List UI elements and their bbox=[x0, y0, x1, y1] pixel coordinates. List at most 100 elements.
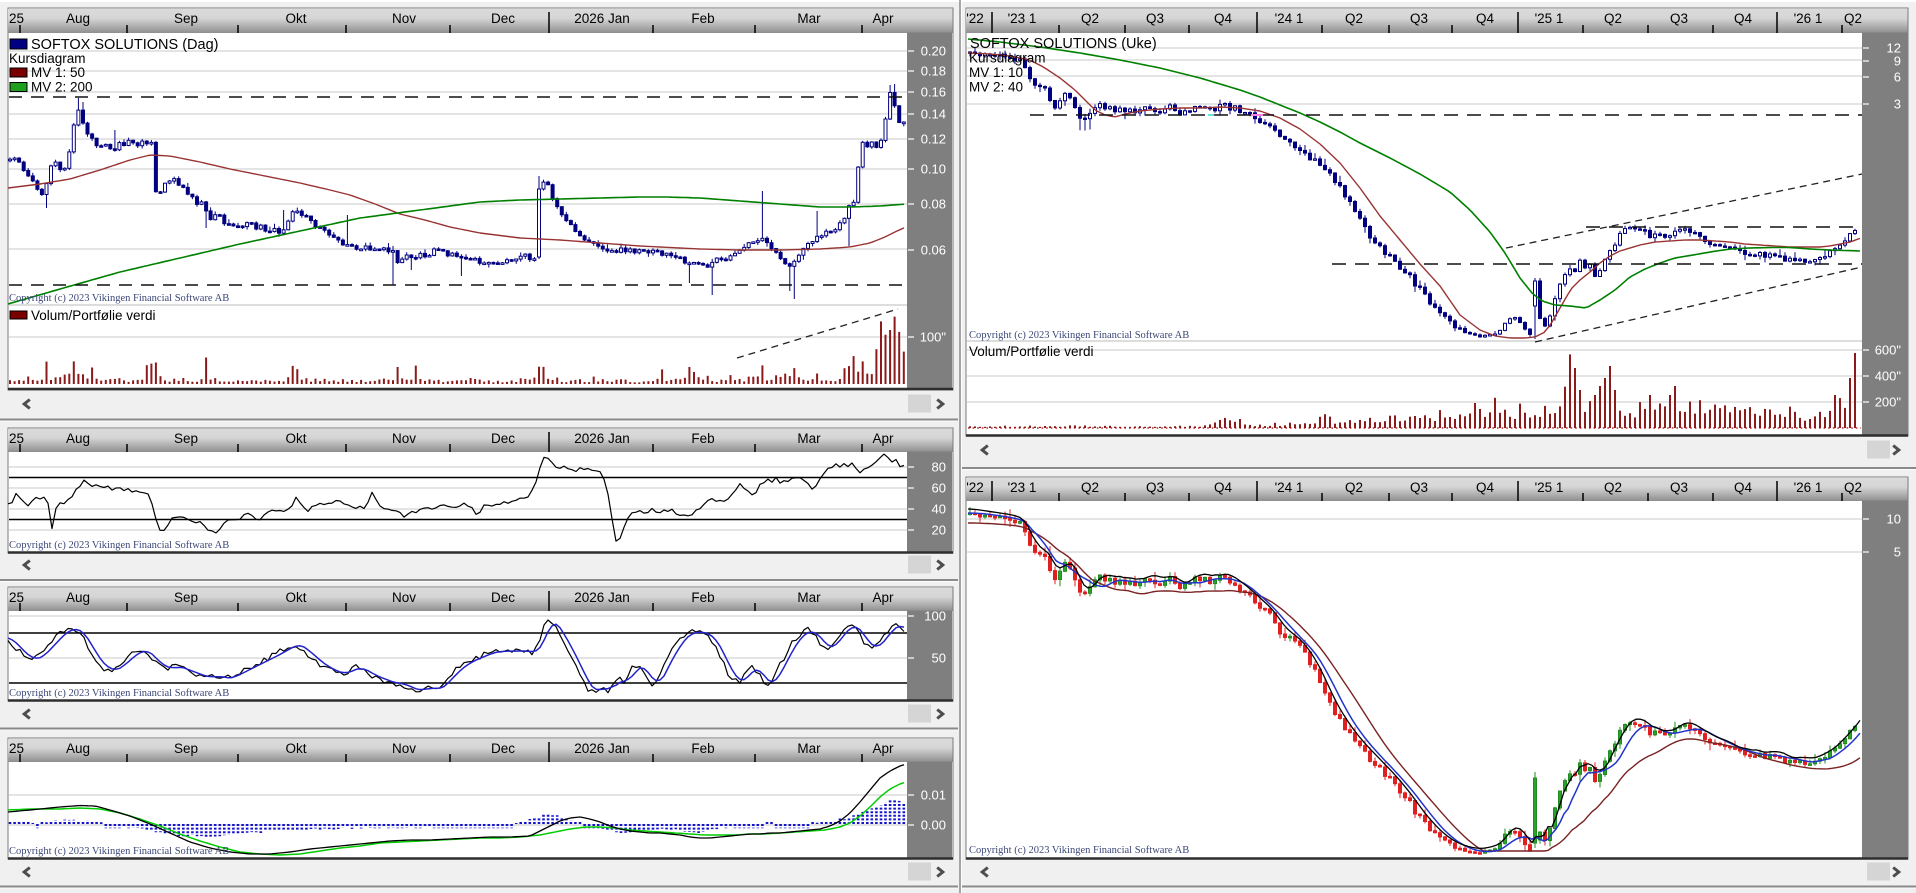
svg-text:'25 1: '25 1 bbox=[1535, 11, 1564, 26]
svg-text:2026 Jan: 2026 Jan bbox=[574, 431, 630, 446]
svg-text:Aug: Aug bbox=[66, 741, 90, 756]
svg-text:0.01: 0.01 bbox=[921, 788, 946, 803]
svg-text:0.10: 0.10 bbox=[921, 162, 946, 177]
svg-text:0.18: 0.18 bbox=[921, 64, 946, 79]
svg-text:Q4: Q4 bbox=[1734, 480, 1753, 495]
svg-text:Mar: Mar bbox=[797, 741, 821, 756]
svg-text:Apr: Apr bbox=[872, 431, 894, 446]
svg-text:0.16: 0.16 bbox=[921, 85, 946, 100]
svg-text:9: 9 bbox=[1894, 54, 1901, 69]
svg-text:25: 25 bbox=[9, 431, 24, 446]
svg-text:SOFTOX SOLUTIONS (Uke): SOFTOX SOLUTIONS (Uke) bbox=[970, 36, 1157, 52]
svg-text:Mar: Mar bbox=[797, 431, 821, 446]
svg-text:SOFTOX SOLUTIONS (Dag): SOFTOX SOLUTIONS (Dag) bbox=[31, 37, 218, 53]
svg-text:50: 50 bbox=[932, 651, 946, 666]
svg-text:Feb: Feb bbox=[691, 11, 714, 26]
svg-text:60: 60 bbox=[932, 481, 946, 496]
svg-text:MV 2: 200: MV 2: 200 bbox=[31, 80, 93, 95]
svg-text:Dec: Dec bbox=[491, 741, 515, 756]
svg-text:100: 100 bbox=[924, 609, 946, 624]
svg-text:Okt: Okt bbox=[285, 590, 306, 605]
svg-text:'23 1: '23 1 bbox=[1008, 11, 1037, 26]
svg-text:Kursdiagram: Kursdiagram bbox=[9, 51, 86, 66]
svg-text:MV 1: 50: MV 1: 50 bbox=[31, 65, 85, 80]
svg-text:'23 1: '23 1 bbox=[1008, 480, 1037, 495]
svg-text:'26 1: '26 1 bbox=[1794, 480, 1823, 495]
svg-text:Mar: Mar bbox=[797, 590, 821, 605]
svg-text:0.08: 0.08 bbox=[921, 197, 946, 212]
svg-text:100": 100" bbox=[920, 330, 947, 345]
svg-text:Aug: Aug bbox=[66, 431, 90, 446]
svg-text:MV 1: 10: MV 1: 10 bbox=[969, 65, 1023, 80]
svg-text:Nov: Nov bbox=[392, 590, 416, 605]
svg-text:Dec: Dec bbox=[491, 11, 515, 26]
svg-text:Q2: Q2 bbox=[1345, 480, 1363, 495]
svg-text:2026 Jan: 2026 Jan bbox=[574, 590, 630, 605]
svg-text:200": 200" bbox=[1875, 395, 1902, 410]
svg-text:Q2: Q2 bbox=[1345, 11, 1363, 26]
svg-text:Q3: Q3 bbox=[1410, 480, 1428, 495]
svg-text:Feb: Feb bbox=[691, 741, 714, 756]
svg-text:Apr: Apr bbox=[872, 590, 894, 605]
svg-text:0.06: 0.06 bbox=[921, 243, 946, 258]
svg-text:'26 1: '26 1 bbox=[1794, 11, 1823, 26]
svg-text:Aug: Aug bbox=[66, 590, 90, 605]
svg-text:Copyright (c) 2023 Vikingen Fi: Copyright (c) 2023 Vikingen Financial So… bbox=[9, 540, 229, 551]
svg-text:Apr: Apr bbox=[872, 741, 894, 756]
svg-text:Nov: Nov bbox=[392, 741, 416, 756]
svg-text:80: 80 bbox=[932, 460, 946, 475]
svg-text:'22: '22 bbox=[966, 480, 984, 495]
svg-text:Q3: Q3 bbox=[1670, 480, 1688, 495]
svg-text:Nov: Nov bbox=[392, 431, 416, 446]
svg-text:Mar: Mar bbox=[797, 11, 821, 26]
svg-text:Feb: Feb bbox=[691, 431, 714, 446]
svg-text:Sep: Sep bbox=[174, 431, 198, 446]
svg-text:Okt: Okt bbox=[285, 741, 306, 756]
svg-text:400": 400" bbox=[1875, 369, 1902, 384]
svg-text:Okt: Okt bbox=[285, 11, 306, 26]
svg-text:40: 40 bbox=[932, 502, 946, 517]
svg-text:Sep: Sep bbox=[174, 741, 198, 756]
svg-text:Copyright (c) 2023 Vikingen Fi: Copyright (c) 2023 Vikingen Financial So… bbox=[9, 688, 229, 699]
svg-text:Q4: Q4 bbox=[1214, 480, 1233, 495]
svg-text:Okt: Okt bbox=[285, 431, 306, 446]
svg-text:Copyright (c) 2023 Vikingen Fi: Copyright (c) 2023 Vikingen Financial So… bbox=[969, 845, 1189, 856]
svg-text:Q4: Q4 bbox=[1734, 11, 1753, 26]
svg-text:'24 1: '24 1 bbox=[1275, 480, 1304, 495]
svg-text:Q3: Q3 bbox=[1410, 11, 1428, 26]
svg-text:25: 25 bbox=[9, 590, 24, 605]
svg-text:Dec: Dec bbox=[491, 590, 515, 605]
svg-text:Q2: Q2 bbox=[1604, 11, 1622, 26]
svg-text:Q2: Q2 bbox=[1844, 11, 1862, 26]
svg-text:25: 25 bbox=[9, 11, 24, 26]
svg-text:20: 20 bbox=[932, 523, 946, 538]
svg-text:Kursdiagram: Kursdiagram bbox=[969, 51, 1046, 66]
svg-text:Copyright (c) 2023 Vikingen Fi: Copyright (c) 2023 Vikingen Financial So… bbox=[969, 330, 1189, 341]
svg-text:'22: '22 bbox=[966, 11, 984, 26]
svg-text:Aug: Aug bbox=[66, 11, 90, 26]
svg-text:25: 25 bbox=[9, 741, 24, 756]
svg-text:Apr: Apr bbox=[872, 11, 894, 26]
svg-text:0.00: 0.00 bbox=[921, 818, 946, 833]
svg-text:Q3: Q3 bbox=[1670, 11, 1688, 26]
svg-text:Q4: Q4 bbox=[1214, 11, 1233, 26]
svg-text:Copyright (c) 2023 Vikingen Fi: Copyright (c) 2023 Vikingen Financial So… bbox=[9, 846, 229, 857]
svg-text:Q2: Q2 bbox=[1081, 480, 1099, 495]
svg-text:'24 1: '24 1 bbox=[1275, 11, 1304, 26]
svg-text:5: 5 bbox=[1894, 545, 1901, 560]
svg-text:0.14: 0.14 bbox=[921, 107, 946, 122]
svg-text:Dec: Dec bbox=[491, 431, 515, 446]
svg-text:Q3: Q3 bbox=[1146, 480, 1164, 495]
svg-text:Volum/Portfølie verdi: Volum/Portfølie verdi bbox=[31, 308, 156, 323]
svg-text:'25 1: '25 1 bbox=[1535, 480, 1564, 495]
svg-text:3: 3 bbox=[1894, 97, 1901, 112]
svg-text:0.20: 0.20 bbox=[921, 44, 946, 59]
svg-text:Q2: Q2 bbox=[1081, 11, 1099, 26]
svg-text:Q2: Q2 bbox=[1844, 480, 1862, 495]
svg-text:Feb: Feb bbox=[691, 590, 714, 605]
svg-text:0.12: 0.12 bbox=[921, 132, 946, 147]
svg-text:Q3: Q3 bbox=[1146, 11, 1164, 26]
svg-text:MV 2: 40: MV 2: 40 bbox=[969, 80, 1023, 95]
svg-text:Sep: Sep bbox=[174, 11, 198, 26]
svg-text:Sep: Sep bbox=[174, 590, 198, 605]
